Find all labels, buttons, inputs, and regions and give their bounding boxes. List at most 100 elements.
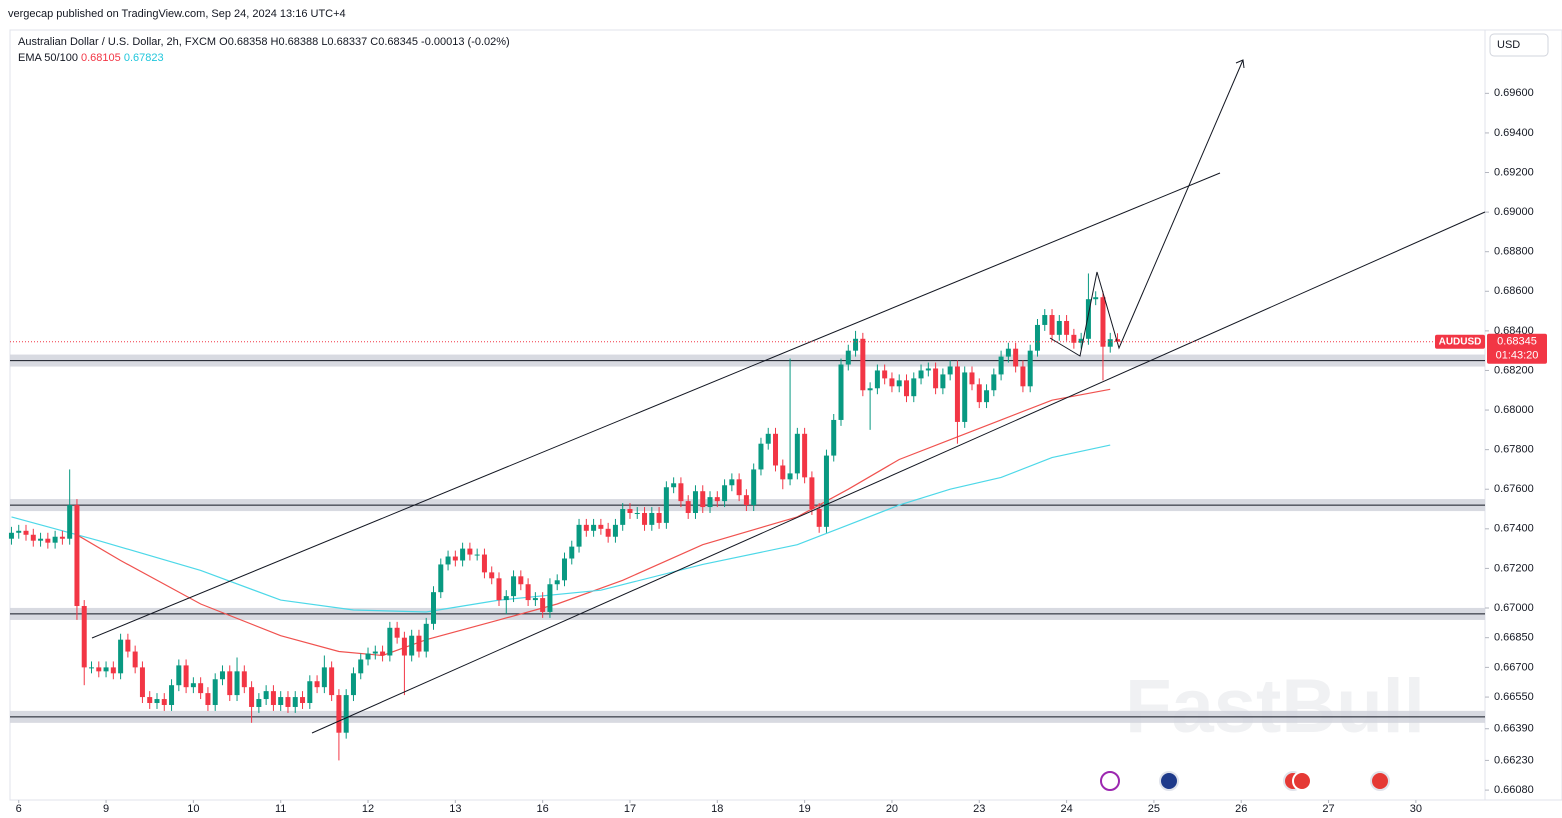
candle-body — [903, 380, 909, 397]
legend-change: -0.00013 (-0.02%) — [421, 36, 510, 48]
candle-body — [692, 491, 698, 513]
y-tick-label: 0.66850 — [1494, 632, 1534, 644]
countdown-label: 01:43:20 — [1496, 350, 1539, 362]
y-tick-label: 0.69400 — [1494, 127, 1534, 139]
x-tick-label: 6 — [16, 803, 22, 815]
candle-body — [74, 505, 80, 607]
candle-body — [642, 512, 648, 525]
candle-body — [700, 491, 706, 508]
candle-body — [685, 501, 691, 513]
candle-body — [511, 576, 517, 597]
candle-body — [634, 512, 640, 514]
y-tick-label: 0.69600 — [1494, 87, 1534, 99]
x-tick-label: 27 — [1322, 803, 1334, 815]
candle-body — [474, 554, 480, 556]
y-tick-label: 0.69200 — [1494, 166, 1534, 178]
candle-body — [612, 524, 618, 537]
candle-body — [591, 524, 597, 531]
candle-body — [96, 667, 102, 672]
event-icon[interactable] — [1100, 771, 1120, 791]
candle-body — [409, 635, 415, 656]
candle-body — [809, 477, 815, 510]
candle-body — [256, 699, 262, 707]
ema-line — [76, 388, 1111, 657]
candle-body — [1115, 339, 1121, 342]
candle-body — [620, 509, 626, 525]
legend-high: H0.68388 — [271, 36, 319, 48]
x-tick-label: 25 — [1148, 803, 1160, 815]
candle-body — [605, 528, 611, 537]
legend-close: C0.68345 — [370, 36, 418, 48]
candle-body — [329, 667, 335, 696]
x-tick-label: 12 — [362, 803, 374, 815]
candle-body — [598, 524, 604, 529]
candle-body — [234, 671, 240, 696]
candle-body — [554, 580, 560, 585]
candle-body — [722, 485, 728, 502]
y-tick-label: 0.67000 — [1494, 602, 1534, 614]
event-icon[interactable] — [1292, 771, 1312, 791]
candle-body — [583, 524, 589, 531]
candle-body — [431, 592, 437, 624]
candle-body — [190, 683, 196, 688]
projection-arrowhead — [1235, 59, 1245, 69]
candle-body — [241, 671, 247, 688]
candle-body — [1020, 366, 1026, 387]
candle-body — [380, 651, 386, 656]
legend-symbol-text: Australian Dollar / U.S. Dollar, 2h, FXC… — [18, 36, 216, 48]
candle-body — [831, 419, 837, 456]
candle-body — [991, 374, 997, 391]
candle-body — [219, 671, 225, 680]
x-tick-label: 18 — [711, 803, 723, 815]
candle-body — [962, 372, 968, 422]
candle-body — [139, 667, 145, 698]
candle-body — [481, 554, 487, 573]
price-tag-label: 0.68345 — [1497, 336, 1537, 348]
candle-body — [794, 433, 800, 474]
candle-body — [889, 378, 895, 387]
candle-body — [67, 505, 73, 539]
candle-body — [940, 374, 946, 389]
candle-body — [707, 497, 713, 508]
candle-body — [321, 667, 327, 688]
event-icon[interactable] — [1370, 771, 1390, 791]
candle-body — [8, 532, 14, 539]
candle-body — [416, 635, 422, 652]
candle-body — [249, 687, 255, 707]
candle-body — [1013, 348, 1019, 367]
candle-body — [394, 627, 400, 638]
y-tick-label: 0.66550 — [1494, 691, 1534, 703]
candle-body — [751, 469, 757, 506]
y-tick-label: 0.68200 — [1494, 364, 1534, 376]
currency-button[interactable] — [1489, 33, 1549, 57]
event-icon[interactable] — [1159, 771, 1179, 791]
symbol-tag-label: AUDUSD — [1439, 336, 1482, 347]
y-tick-label: 0.67600 — [1494, 483, 1534, 495]
y-tick-label: 0.67200 — [1494, 562, 1534, 574]
candle-body — [467, 548, 473, 555]
candle-body — [627, 509, 633, 513]
candle-body — [343, 695, 349, 733]
candle-body — [743, 495, 749, 506]
candle-body — [59, 536, 65, 539]
candle-body — [16, 530, 22, 533]
candle-body — [933, 368, 939, 389]
candle-body — [860, 338, 866, 391]
candle-body — [780, 465, 786, 480]
y-tick-label: 0.66390 — [1494, 723, 1534, 735]
candle-body — [663, 487, 669, 523]
candle-body — [649, 512, 655, 525]
candle-body — [758, 443, 764, 470]
y-tick-label: 0.66080 — [1494, 784, 1534, 796]
candle-body — [714, 497, 720, 502]
event-icons — [1100, 771, 1390, 791]
candle-body — [350, 673, 356, 696]
candle-body — [518, 576, 524, 585]
levels-layer — [10, 354, 1485, 723]
y-tick-label: 0.68000 — [1494, 404, 1534, 416]
candle-body — [678, 483, 684, 502]
x-tick-label: 9 — [103, 803, 109, 815]
candle-body — [81, 606, 87, 668]
x-tick-label: 16 — [537, 803, 549, 815]
candle-body — [1005, 348, 1011, 357]
